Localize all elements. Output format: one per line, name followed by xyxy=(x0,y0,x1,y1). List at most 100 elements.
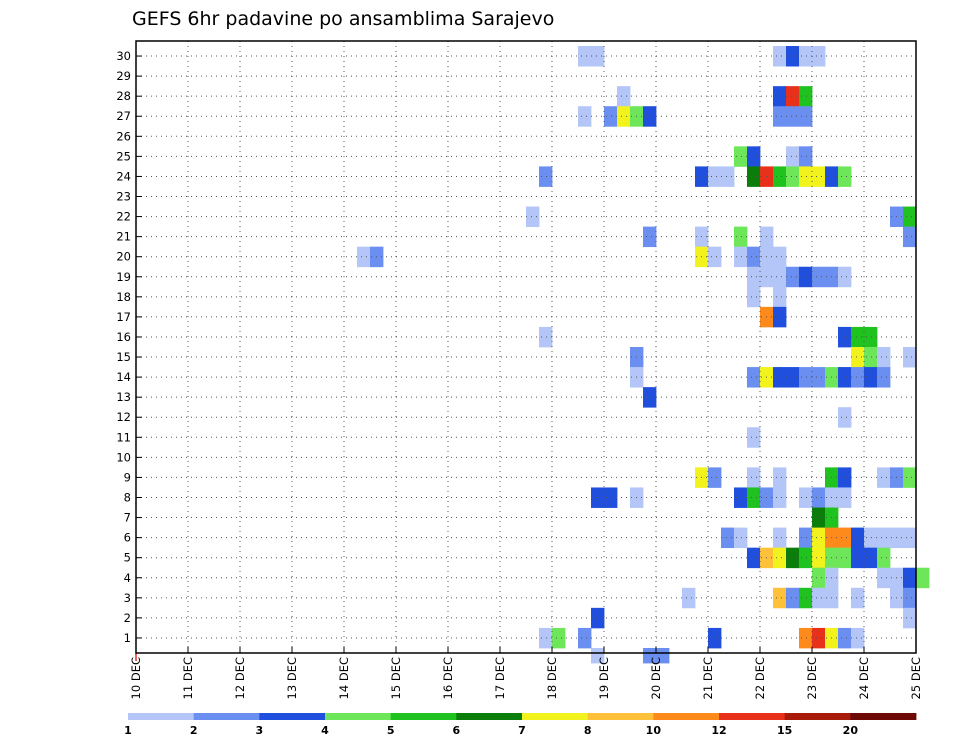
precip-cell-m25-t52 xyxy=(799,146,813,167)
colorbar-bin-6 xyxy=(456,713,523,720)
precip-cell-m22-t60 xyxy=(903,206,917,228)
ytick-label-29: 29 xyxy=(116,69,131,83)
colorbar-bin-3 xyxy=(259,713,326,720)
colorbar-label-2: 2 xyxy=(190,724,198,737)
precip-cell-m9-t60 xyxy=(903,467,917,488)
precip-cell-m6-t52 xyxy=(799,527,813,549)
precip-cell-m1-t35 xyxy=(578,627,592,649)
precip-cell-m5-t51 xyxy=(786,547,800,569)
ytick-label-27: 27 xyxy=(116,109,131,123)
precip-cell-m8-t37 xyxy=(604,487,618,508)
ytick-label-6: 6 xyxy=(124,531,131,545)
precip-cell-m14-t58 xyxy=(877,367,891,388)
precip-cell-m27-t51 xyxy=(786,106,800,127)
axis-ticks xyxy=(135,55,917,661)
precip-cell-m5-t55 xyxy=(838,547,852,569)
ytick-label-24: 24 xyxy=(116,169,131,183)
colorbar-bin-9 xyxy=(653,713,720,720)
precip-cell-m0-t40 xyxy=(643,647,657,664)
precip-cell-m19-t48 xyxy=(747,266,761,288)
precip-cell-m3-t52 xyxy=(799,587,813,609)
colorbar: 1 2 3 4 5 6 7 8 10 12 15 20 xyxy=(124,713,917,737)
colorbar-label-5: 5 xyxy=(387,724,395,737)
precip-cell-m6-t50 xyxy=(773,527,787,549)
ytick-label-30: 30 xyxy=(116,49,131,63)
precip-cell-m27-t40 xyxy=(643,106,657,127)
precip-cell-m3-t56 xyxy=(851,587,865,609)
ytick-label-25: 25 xyxy=(116,149,131,163)
precip-cell-m11-t48 xyxy=(747,427,761,448)
xtick-label-10: 20 DEC xyxy=(649,657,663,699)
precip-cell-m21-t40 xyxy=(643,226,657,248)
precip-cell-m16-t32 xyxy=(539,326,553,348)
ytick-label-28: 28 xyxy=(116,89,131,103)
precip-cell-m2-t36 xyxy=(591,607,605,629)
ytick-label-5: 5 xyxy=(124,551,131,565)
colorbar-label-8: 8 xyxy=(584,724,592,737)
precip-cell-m8-t53 xyxy=(812,487,826,508)
precip-cell-m24-t55 xyxy=(838,166,852,187)
colorbar-label-20: 20 xyxy=(843,724,859,737)
precip-cell-m20-t48 xyxy=(747,246,761,268)
xtick-label-7: 17 DEC xyxy=(493,657,507,699)
precip-cell-m5-t48 xyxy=(747,547,761,569)
precip-cell-m20-t47 xyxy=(734,246,748,268)
precip-cell-m24-t32 xyxy=(539,166,553,187)
xtick-label-11: 21 DEC xyxy=(701,657,715,699)
precip-cell-m20-t45 xyxy=(708,246,722,268)
ytick-label-16: 16 xyxy=(116,330,131,344)
precip-cell-m24-t48 xyxy=(747,166,761,187)
colorbar-label-4: 4 xyxy=(321,724,329,737)
precip-cell-m21-t47 xyxy=(734,226,748,248)
precip-cell-m14-t55 xyxy=(838,367,852,388)
colorbar-bin-4 xyxy=(325,713,392,720)
precip-cell-m30-t35 xyxy=(578,46,592,67)
precip-cell-m6-t46 xyxy=(721,527,735,549)
precip-cell-m20-t50 xyxy=(773,246,787,268)
ytick-label-20: 20 xyxy=(116,250,131,264)
ytick-label-3: 3 xyxy=(124,591,131,605)
ytick-label-4: 4 xyxy=(124,571,131,585)
precip-cell-m6-t57 xyxy=(864,527,878,549)
precip-cell-m28-t51 xyxy=(786,86,800,107)
precip-cell-m9-t50 xyxy=(773,467,787,488)
precip-cell-m1-t32 xyxy=(539,627,553,649)
precip-cell-m3-t51 xyxy=(786,587,800,609)
precip-cell-m24-t51 xyxy=(786,166,800,187)
precip-cell-m24-t52 xyxy=(799,166,813,187)
precip-cell-m1-t53 xyxy=(812,627,826,649)
precip-cell-m15-t56 xyxy=(851,347,865,368)
xtick-label-9: 19 DEC xyxy=(597,657,611,699)
ytick-label-7: 7 xyxy=(124,511,131,525)
precip-cell-m15-t57 xyxy=(864,347,878,368)
xtick-label-15: 25 DEC xyxy=(909,657,923,699)
precip-cell-m14-t52 xyxy=(799,367,813,388)
precip-cell-m27-t38 xyxy=(617,106,631,127)
precip-cell-m1-t55 xyxy=(838,627,852,649)
x-tick-labels: 10 DEC 11 DEC 12 DEC 13 DEC 14 DEC 15 DEC 16 D… xyxy=(129,657,923,699)
precip-cell-m30-t52 xyxy=(799,46,813,67)
ytick-label-14: 14 xyxy=(116,370,131,384)
precip-cell-m25-t51 xyxy=(786,146,800,167)
ytick-label-11: 11 xyxy=(116,430,131,444)
precip-cell-m18-t48 xyxy=(747,286,761,308)
ytick-label-2: 2 xyxy=(124,611,131,625)
precip-cell-m5-t52 xyxy=(799,547,813,569)
precip-cell-m16-t57 xyxy=(864,326,878,348)
precip-cell-m1-t52 xyxy=(799,627,813,649)
precip-cell-m14-t56 xyxy=(851,367,865,388)
precip-cell-m8-t50 xyxy=(773,487,787,508)
precip-cell-m24-t53 xyxy=(812,166,826,187)
precip-cell-m5-t53 xyxy=(812,547,826,569)
precip-cell-m8-t48 xyxy=(747,487,761,508)
precip-cell-m27-t52 xyxy=(799,106,813,127)
xtick-label-2: 12 DEC xyxy=(233,657,247,699)
precip-cell-m16-t56 xyxy=(851,326,865,348)
xtick-label-0: 10 DEC xyxy=(129,657,143,699)
precip-cell-m21-t60 xyxy=(903,226,917,248)
precip-cell-m14-t48 xyxy=(747,367,761,388)
precip-cell-m9-t45 xyxy=(708,467,722,488)
xtick-label-3: 13 DEC xyxy=(285,657,299,699)
ytick-label-22: 22 xyxy=(116,210,131,224)
